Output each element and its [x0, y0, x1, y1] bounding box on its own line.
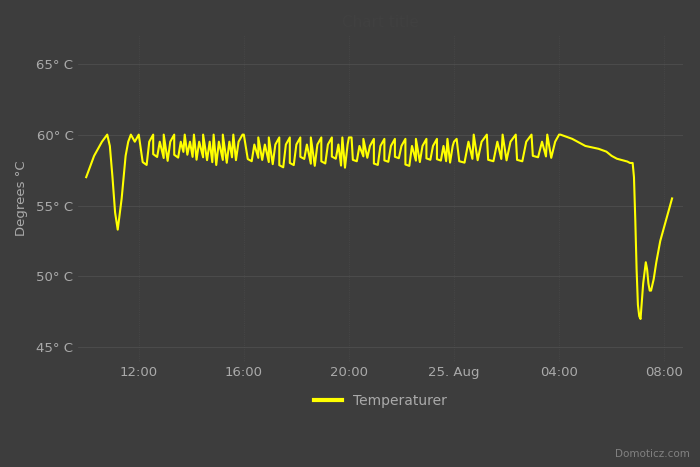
- Y-axis label: Degrees °C: Degrees °C: [15, 161, 28, 236]
- Legend: Temperaturer: Temperaturer: [309, 388, 452, 413]
- Title: Chart title: Chart title: [342, 15, 419, 30]
- Text: Domoticz.com: Domoticz.com: [615, 449, 690, 459]
